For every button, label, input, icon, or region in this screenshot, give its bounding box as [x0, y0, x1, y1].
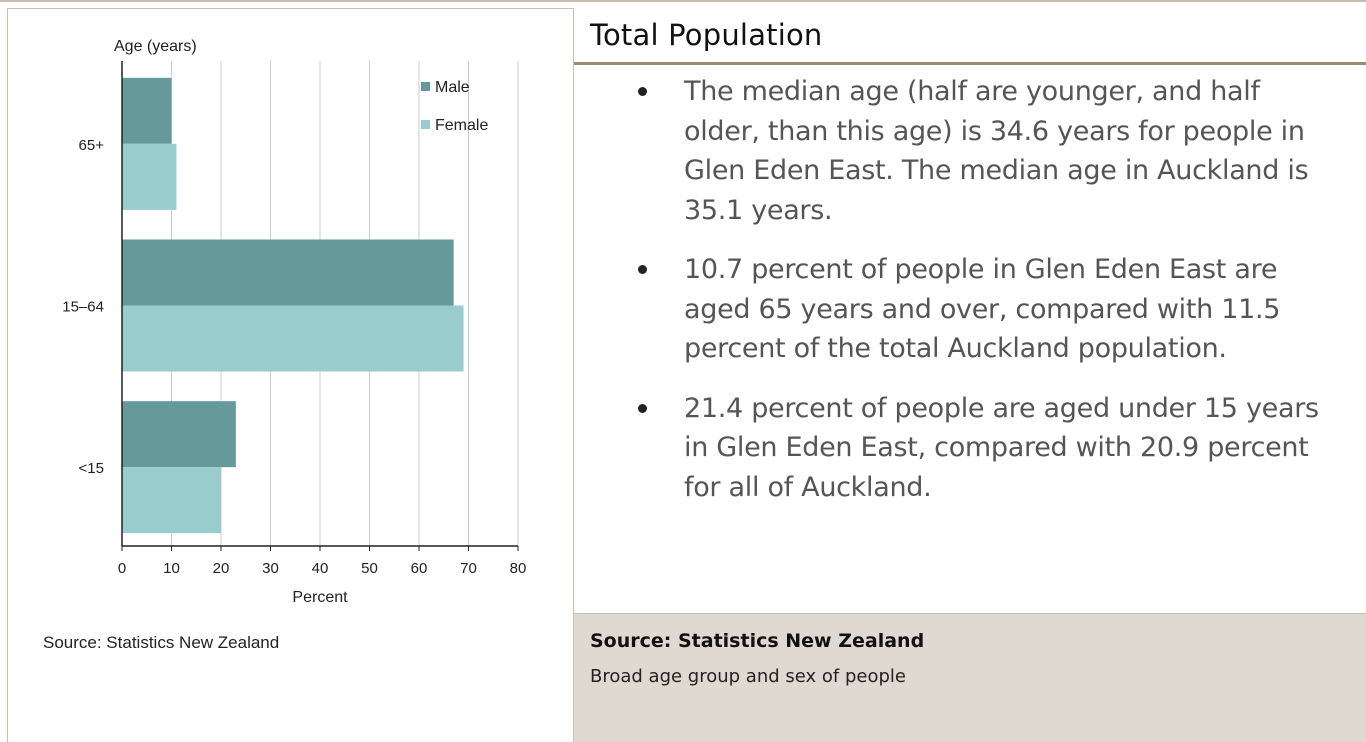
chart-source-note: Source: Statistics New Zealand: [43, 633, 280, 652]
bar-female: [122, 467, 221, 534]
bullet-item-median-age: The median age (half are younger, and ha…: [634, 72, 1334, 230]
legend-label-female: Female: [435, 117, 488, 134]
population-chart: 65+ 15–64 <15 0 10 20 30 40 50 60 70 80 Age (years) P…: [62, 38, 527, 606]
x-tick-label: 70: [460, 560, 477, 577]
x-tick-label: 30: [262, 560, 279, 577]
bullet-dot-icon: [638, 87, 647, 96]
x-axis-title: Percent: [292, 589, 348, 606]
bullet-item-under-15: 21.4 percent of people are aged under 15…: [634, 389, 1334, 508]
legend-label-male: Male: [435, 79, 470, 96]
summary-panel: Total Population The median age (half ar…: [574, 8, 1366, 742]
x-tick-label: 0: [118, 560, 126, 577]
source-label: Source: Statistics New Zealand: [590, 630, 925, 652]
y-axis-title: Age (years): [114, 38, 197, 55]
legend-swatch-female: [421, 120, 430, 129]
x-tick-label: 20: [213, 560, 230, 577]
bar-female: [122, 305, 464, 372]
x-tick-label: 40: [312, 560, 329, 577]
source-box: Source: Statistics New Zealand Broad age…: [574, 613, 1366, 742]
source-description: Broad age group and sex of people: [590, 666, 906, 687]
bullet-dot-icon: [638, 265, 647, 274]
bar-male: [122, 77, 172, 144]
bullet-text: 21.4 percent of people are aged under 15…: [684, 392, 1319, 503]
bullet-text: 10.7 percent of people in Glen Eden East…: [684, 254, 1281, 364]
bar-female: [122, 143, 177, 210]
panel-title: Total Population: [590, 18, 823, 52]
title-bar: Total Population: [574, 8, 1366, 65]
bullet-text: The median age (half are younger, and ha…: [684, 76, 1309, 226]
x-tick-label: 10: [163, 560, 180, 577]
bullet-dot-icon: [638, 403, 647, 413]
chart-panel: 65+ 15–64 <15 0 10 20 30 40 50 60 70 80 Age (years) P…: [7, 8, 574, 742]
bullet-item-over-65: 10.7 percent of people in Glen Eden East…: [634, 250, 1334, 369]
bar-male: [122, 239, 454, 306]
y-tick-label: 15–64: [62, 299, 104, 316]
legend-swatch-male: [421, 82, 430, 91]
y-tick-label: 65+: [79, 137, 105, 154]
x-tick-label: 50: [361, 560, 378, 577]
bar-male: [122, 401, 236, 468]
x-tick-label: 80: [510, 560, 527, 577]
y-tick-label: <15: [79, 460, 104, 477]
bullet-list: The median age (half are younger, and ha…: [634, 72, 1334, 527]
x-tick-label: 60: [411, 560, 428, 577]
